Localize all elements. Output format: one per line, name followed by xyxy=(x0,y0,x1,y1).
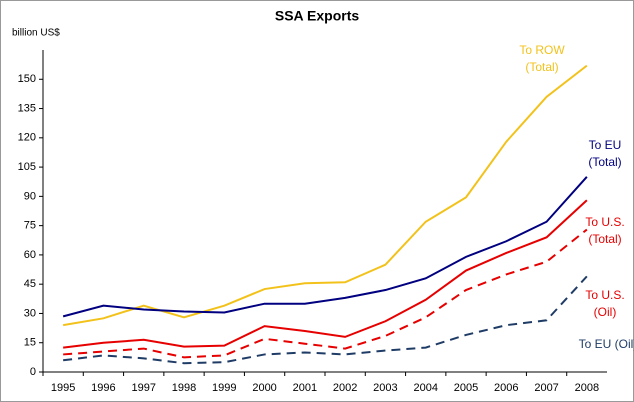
x-tick-label: 2000 xyxy=(252,382,276,394)
legend-label: To U.S. (Total) xyxy=(585,215,625,246)
series-line xyxy=(62,64,588,327)
x-tick-label: 2001 xyxy=(293,382,317,394)
y-tick-label: 135 xyxy=(18,102,36,114)
y-tick-label: 0 xyxy=(30,366,36,378)
series-line xyxy=(62,176,588,318)
y-tick-label: 150 xyxy=(18,73,36,85)
x-tick-label: 2008 xyxy=(575,382,599,394)
x-tick-label: 1998 xyxy=(172,382,196,394)
y-tick-label: 45 xyxy=(24,278,36,290)
x-tick-label: 1999 xyxy=(212,382,236,394)
legend-label: To ROW (Total) xyxy=(519,43,565,74)
series-line xyxy=(63,275,588,365)
y-tick-label: 30 xyxy=(24,307,36,319)
x-tick-label: 1996 xyxy=(91,382,115,394)
y-tick-label: 105 xyxy=(18,161,36,173)
legend-label: To U.S. (Oil) xyxy=(585,288,625,319)
y-tick-label: 90 xyxy=(24,190,36,202)
y-tick-label: 60 xyxy=(24,249,36,261)
y-tick-label: 120 xyxy=(18,132,36,144)
series-line xyxy=(63,228,588,359)
chart-title: SSA Exports xyxy=(275,8,359,24)
x-tick-label: 2006 xyxy=(494,382,518,394)
y-axis-label: billion US$ xyxy=(12,28,60,39)
x-tick-label: 2003 xyxy=(373,382,397,394)
x-tick-label: 1997 xyxy=(131,382,155,394)
x-tick-label: 2004 xyxy=(413,382,437,394)
x-tick-label: 2007 xyxy=(534,382,558,394)
x-tick-label: 1995 xyxy=(51,382,75,394)
y-tick-label: 75 xyxy=(24,220,36,232)
legend-label: To EU (Total) xyxy=(588,138,622,169)
series-line xyxy=(63,199,588,349)
legend-label: To EU (Oil) xyxy=(578,337,634,351)
x-tick-label: 2005 xyxy=(454,382,478,394)
y-tick-label: 15 xyxy=(24,337,36,349)
x-tick-label: 2002 xyxy=(333,382,357,394)
